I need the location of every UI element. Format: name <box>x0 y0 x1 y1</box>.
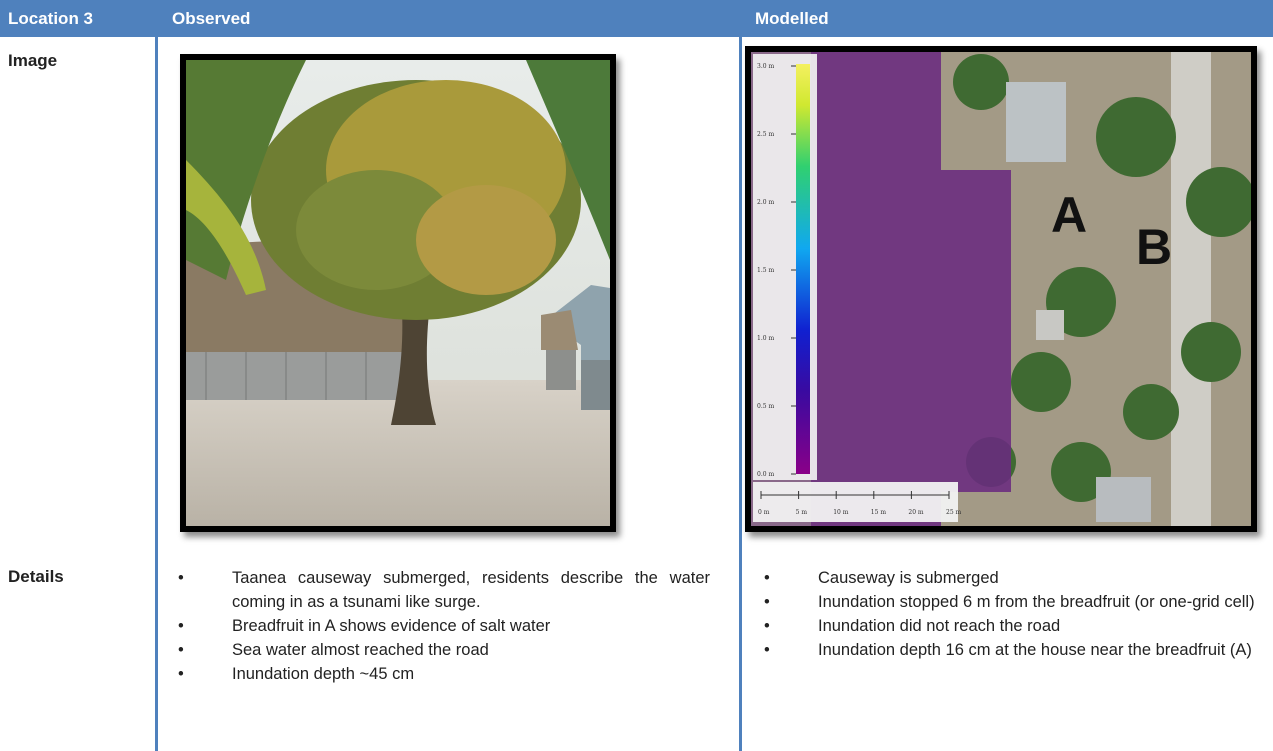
modelled-map: 3.0 m 2.5 m 2.0 m 1.5 m 1.0 m 0.5 m 0.0 m 0 m 5 … <box>745 46 1257 532</box>
legend-tick-label: 1.0 m <box>757 335 774 342</box>
detail-item: Breadfruit in A shows evidence of salt w… <box>178 614 710 638</box>
modelled-details: Causeway is submergedInundation stopped … <box>764 566 1255 662</box>
detail-item: Sea water almost reached the road <box>178 638 710 662</box>
header-cell: Location 3 <box>8 9 94 28</box>
legend-tick-label: 2.0 m <box>757 199 774 206</box>
column-border <box>739 37 742 751</box>
detail-item: Inundation did not reach the road <box>764 614 1255 638</box>
row-label: Image <box>8 51 58 70</box>
detail-item: Inundation depth 16 cm at the house near… <box>764 638 1255 662</box>
legend-tick-label: 0.5 m <box>757 403 774 410</box>
row-label: Details <box>8 567 64 586</box>
scale-label: 0 m <box>758 509 770 516</box>
detail-item: Inundation depth ~45 cm <box>178 662 710 686</box>
scale-label: 5 m <box>796 509 808 516</box>
header-cell: Observed <box>172 9 251 28</box>
scale-label: 20 m <box>908 509 924 516</box>
marker-label: A <box>1051 187 1087 243</box>
header-row: Location 3 Observed Modelled <box>0 0 1273 37</box>
photo-illustration <box>186 60 610 526</box>
legend-tick-label: 3.0 m <box>757 63 774 70</box>
detail-item: Causeway is submerged <box>764 566 1255 590</box>
scale-label: 10 m <box>833 509 849 516</box>
marker-label: B <box>1136 219 1172 275</box>
observed-photo <box>180 54 616 532</box>
map-illustration: 3.0 m 2.5 m 2.0 m 1.5 m 1.0 m 0.5 m 0.0 m 0 m 5 … <box>751 52 1251 526</box>
scale-label: 15 m <box>871 509 887 516</box>
scale-label: 25 m <box>946 509 962 516</box>
legend-tick-label: 0.0 m <box>757 471 774 478</box>
header-cell: Modelled <box>755 9 829 28</box>
detail-item: Taanea causeway submerged, residents des… <box>178 566 710 614</box>
detail-item: Inundation stopped 6 m from the breadfru… <box>764 590 1255 614</box>
legend-tick-label: 2.5 m <box>757 131 774 138</box>
observed-details: Taanea causeway submerged, residents des… <box>178 566 710 686</box>
legend-tick-label: 1.5 m <box>757 267 774 274</box>
column-border <box>155 37 158 751</box>
